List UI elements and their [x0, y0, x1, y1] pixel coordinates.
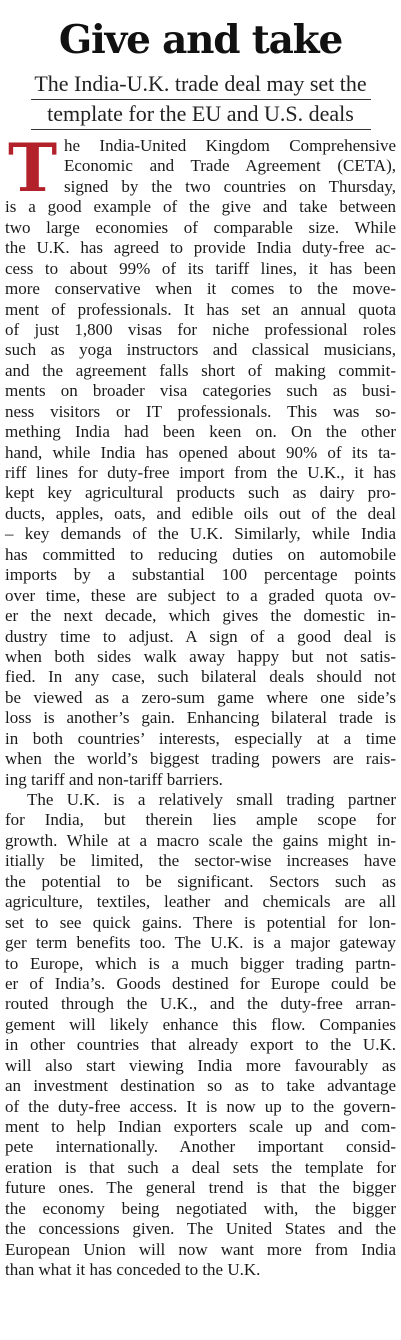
- text-line: when the world’s biggest trading powers …: [5, 749, 396, 769]
- text-line: Economic and Trade Agreement (CETA),: [64, 156, 396, 176]
- text-line: mething India had been keen on. On the o…: [5, 422, 396, 442]
- text-line: The U.K. is a relatively small trading p…: [27, 790, 396, 809]
- text-line: than what it has conceded to the U.K.: [5, 1260, 261, 1280]
- deck-line: template for the EU and U.S. deals: [47, 101, 354, 126]
- text-line: kept key agricultural products such as d…: [5, 483, 396, 503]
- text-line: ment to help Indian exporters scale up a…: [5, 1117, 396, 1136]
- text-line: of the duty-free access. It is now up to…: [5, 1096, 396, 1116]
- headline: Give and take: [58, 17, 343, 63]
- text-line: pete internationally. Another important …: [5, 1137, 396, 1157]
- text-line: er the next decade, which gives the dome…: [5, 606, 396, 626]
- text-line: be viewed as a zero-sum game where one s…: [5, 687, 396, 707]
- text-line: the economy being negotiated with, the b…: [5, 1198, 396, 1218]
- text-line: dustry time to adjust. A sign of a good …: [5, 626, 396, 646]
- text-line: an investment destination so as to take …: [5, 1076, 396, 1096]
- deck-underline: [30, 129, 371, 130]
- article-body: T he India-United Kingdom Comprehensive E…: [5, 129, 396, 1281]
- text-line: in other countries that already export t…: [5, 1035, 396, 1055]
- text-line: – key demands of the U.K. Similarly, whi…: [5, 524, 396, 544]
- text-line: the U.K. has agreed to provide India dut…: [5, 238, 396, 258]
- text-line: gement will likely enhance this flow. Co…: [5, 1014, 396, 1034]
- paragraph-2: The U.K. is a relatively small trading p…: [5, 790, 396, 1281]
- paragraph-1: T he India-United Kingdom Comprehensive E…: [5, 129, 396, 790]
- text-line: riff lines for duty-free import from the…: [5, 463, 396, 482]
- text-line: eration is that such a deal sets the tem…: [5, 1157, 396, 1177]
- text-line: of just 1,800 visas for niche profession…: [5, 319, 396, 339]
- text-line: er of India’s. Goods destined for Europe…: [5, 973, 396, 993]
- text-line: has committed to reducing duties on auto…: [5, 544, 396, 564]
- text-line: ment of professionals. It has set an ann…: [5, 299, 396, 319]
- text-line: hand, while India has opened about 90% o…: [5, 442, 396, 462]
- text-line: cess to about 99% of its tariff lines, i…: [5, 258, 396, 278]
- text-line: in both countries’ interests, especially…: [5, 728, 396, 748]
- text-line: for India, but therein lies ample scope …: [5, 810, 396, 830]
- text-line: over time, these are subject to a graded…: [5, 585, 396, 605]
- text-line: loss is another’s gain. Enhancing bilate…: [5, 708, 396, 728]
- text-line: fied. In any case, such bilateral deals …: [5, 667, 396, 687]
- deck-underline: [30, 99, 371, 100]
- text-line: ger term benefits too. The U.K. is a maj…: [5, 933, 396, 953]
- text-line: the potential to be significant. Sectors…: [5, 871, 396, 891]
- text-line: to Europe, which is a much bigger tradin…: [5, 953, 396, 973]
- drop-cap: T: [8, 129, 58, 207]
- text-line: the concessions given. The United States…: [5, 1219, 396, 1239]
- text-line: ing tariff and non-tariff barriers.: [5, 769, 223, 789]
- text-line: such as yoga instructors and classical m…: [5, 340, 396, 360]
- text-line: European Union will now want more from I…: [5, 1239, 396, 1259]
- text-line: agriculture, textiles, leather and chemi…: [5, 892, 396, 912]
- text-line: ness visitors or IT professionals. This …: [5, 401, 396, 421]
- text-line: future ones. The general trend is that t…: [5, 1178, 396, 1198]
- text-line: growth. While at a macro scale the gains…: [5, 830, 396, 850]
- text-line: two large economies of comparable size. …: [5, 217, 396, 237]
- text-line: is a good example of the give and take b…: [5, 197, 396, 217]
- text-line: he India-United Kingdom Comprehensive: [64, 136, 396, 155]
- text-line: imports by a substantial 100 percentage …: [5, 565, 396, 585]
- text-line: and the agreement falls short of making …: [5, 360, 396, 380]
- text-line: when both sides walk away happy but not …: [5, 646, 396, 666]
- text-line: more conservative when it comes to the m…: [5, 279, 396, 299]
- text-line: ments on broader visa categories such as…: [5, 381, 396, 401]
- text-line: ducts, apples, oats, and edible oils out…: [5, 503, 396, 523]
- deck-line: The India-U.K. trade deal may set the: [34, 71, 367, 96]
- text-line: itially be limited, the sector-wise incr…: [5, 851, 396, 871]
- text-line: will also start viewing India more favou…: [5, 1055, 396, 1075]
- text-line: signed by the two countries on Thursday,: [64, 176, 396, 196]
- text-line: routed through the U.K., and the duty-fr…: [5, 994, 396, 1014]
- text-line: set to see quick gains. There is potenti…: [5, 912, 396, 932]
- deck: The India-U.K. trade deal may set the te…: [5, 70, 396, 130]
